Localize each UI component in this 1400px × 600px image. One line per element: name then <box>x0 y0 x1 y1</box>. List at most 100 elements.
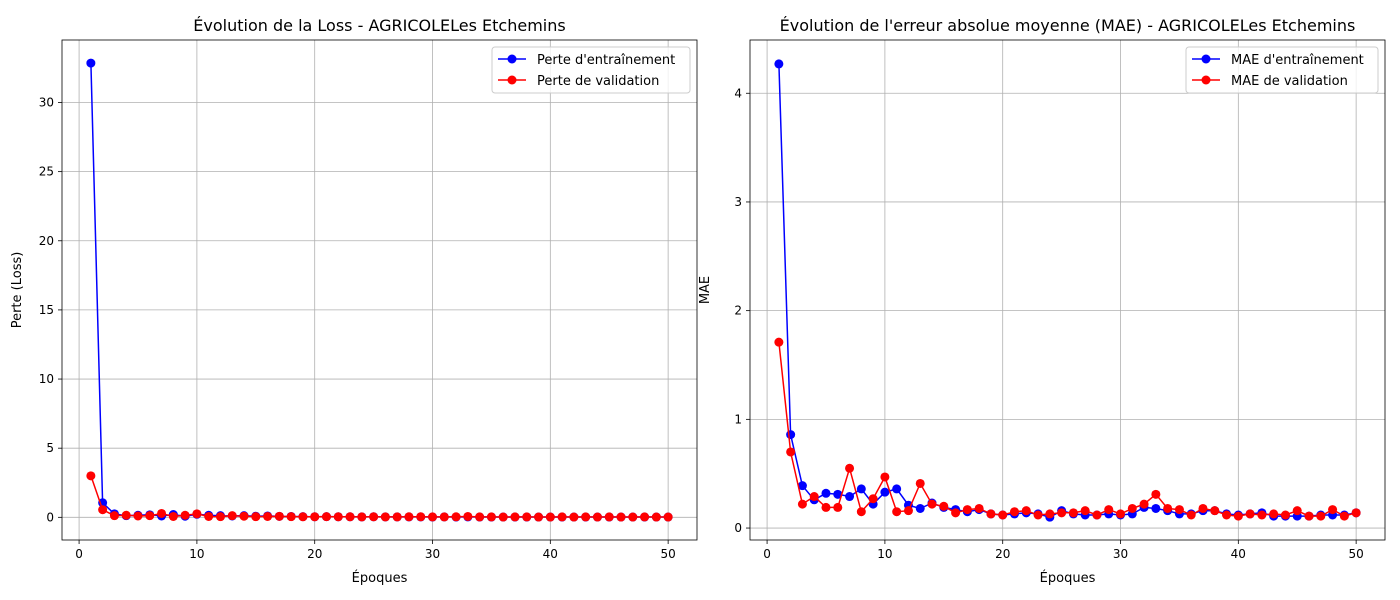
data-point <box>833 489 843 499</box>
data-point <box>1210 506 1220 516</box>
data-point <box>1245 509 1255 519</box>
plot-frame <box>61 39 698 541</box>
y-tick-label: 4 <box>734 86 742 100</box>
loss-chart: Évolution de la Loss - AGRICOLELes Etche… <box>10 16 698 586</box>
series-line <box>90 475 669 518</box>
data-point <box>463 511 473 521</box>
data-point <box>569 512 579 522</box>
data-point <box>774 59 784 69</box>
x-tick-label: 50 <box>1348 547 1363 561</box>
mae-chart-ylabel: MAE <box>698 276 713 304</box>
legend-label-validation: Perte de validation <box>537 74 659 89</box>
data-point <box>663 512 673 522</box>
y-tick-label: 0 <box>734 521 742 535</box>
data-point <box>604 512 614 522</box>
grid <box>750 40 1385 540</box>
data-point <box>534 512 544 522</box>
series-line <box>778 63 1357 519</box>
x-tick-label: 30 <box>1113 547 1128 561</box>
data-point <box>486 512 496 522</box>
data-point <box>797 481 807 491</box>
data-point <box>1021 506 1031 516</box>
loss-chart-legend: Perte d'entraînement Perte de validation <box>491 46 691 94</box>
data-point <box>628 512 638 522</box>
y-tick-label: 15 <box>39 303 54 317</box>
data-point <box>962 505 972 515</box>
data-point <box>428 512 438 522</box>
data-point <box>251 512 261 522</box>
data-point <box>1151 503 1161 513</box>
data-point <box>915 478 925 488</box>
data-point <box>333 512 343 522</box>
mae-chart-xlabel: Époques <box>1040 570 1096 586</box>
data-point <box>880 487 890 497</box>
legend-box <box>1185 46 1379 94</box>
data-point <box>86 471 96 481</box>
x-tick-label: 30 <box>425 547 440 561</box>
legend-label-train: MAE d'entraînement <box>1231 53 1364 68</box>
data-point <box>1316 511 1326 521</box>
data-point <box>404 512 414 522</box>
data-point <box>522 512 532 522</box>
series-0 <box>774 59 1361 522</box>
data-point <box>109 511 119 521</box>
data-point <box>892 484 902 494</box>
series-1 <box>774 337 1361 521</box>
data-point <box>892 507 902 517</box>
data-point <box>1328 505 1338 515</box>
mae-chart-legend: MAE d'entraînement MAE de validation <box>1185 46 1379 94</box>
data-point <box>974 503 984 513</box>
data-point <box>239 511 249 521</box>
data-point <box>416 512 426 522</box>
data-point <box>592 512 602 522</box>
data-point <box>1351 508 1361 518</box>
data-point <box>616 512 626 522</box>
data-point <box>1080 506 1090 516</box>
legend-marker <box>1201 54 1211 64</box>
data-point <box>821 502 831 512</box>
data-point <box>1186 510 1196 520</box>
data-point <box>192 509 202 519</box>
legend-label-validation: MAE de validation <box>1231 74 1348 89</box>
x-tick-label: 50 <box>660 547 675 561</box>
data-point <box>640 512 650 522</box>
data-point <box>510 512 520 522</box>
data-point <box>1269 509 1279 519</box>
data-point <box>286 512 296 522</box>
data-point <box>380 512 390 522</box>
x-tick-label: 40 <box>1231 547 1246 561</box>
data-point <box>345 512 355 522</box>
data-point <box>1139 499 1149 509</box>
x-tick-label: 40 <box>543 547 558 561</box>
data-point <box>1009 507 1019 517</box>
mae-chart-title: Évolution de l'erreur absolue moyenne (M… <box>780 16 1356 35</box>
y-tick-label: 2 <box>734 304 742 318</box>
data-point <box>856 484 866 494</box>
data-point <box>475 512 485 522</box>
data-point <box>786 430 796 440</box>
data-point <box>298 512 308 522</box>
data-point <box>951 508 961 518</box>
data-point <box>1033 510 1043 520</box>
data-point <box>1057 508 1067 518</box>
data-point <box>1116 509 1126 519</box>
series-1 <box>86 471 673 522</box>
x-tick-label: 0 <box>763 547 771 561</box>
data-point <box>1257 510 1267 520</box>
data-point <box>998 510 1008 520</box>
data-point <box>880 472 890 482</box>
data-point <box>1174 505 1184 515</box>
data-point <box>215 512 225 522</box>
data-point <box>1104 505 1114 515</box>
data-point <box>392 512 402 522</box>
data-point <box>845 463 855 473</box>
loss-chart-ylabel: Perte (Loss) <box>10 252 25 329</box>
y-tick-label: 30 <box>39 96 54 110</box>
data-point <box>809 492 819 502</box>
data-point <box>439 512 449 522</box>
y-tick-label: 10 <box>39 372 54 386</box>
data-point <box>797 499 807 509</box>
data-point <box>321 512 331 522</box>
legend-marker <box>1201 75 1211 85</box>
x-tick-label: 0 <box>75 547 83 561</box>
